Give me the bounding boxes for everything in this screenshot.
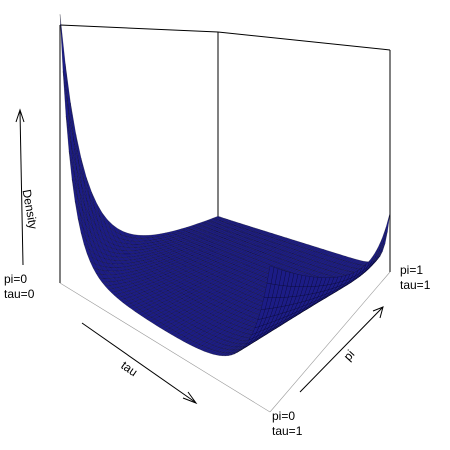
surface-facet [60, 14, 68, 109]
density-surface [60, 14, 390, 356]
corner-front-tau-label: tau=1 [272, 424, 303, 438]
box-edge-top-right [218, 32, 390, 50]
corner-front-pi-label: pi=0 [272, 409, 295, 423]
corner-right-tau-label: tau=1 [400, 278, 431, 292]
corner-left-tau-label: tau=0 [4, 287, 35, 301]
corner-right-pi-label: pi=1 [400, 263, 423, 277]
box-edge-top-left [60, 25, 218, 32]
corner-left-pi-label: pi=0 [4, 272, 27, 286]
pi-axis-title: pi [341, 347, 358, 363]
density-axis-arrow [20, 112, 23, 265]
surface-facet [384, 213, 391, 242]
pi-axis-arrow [300, 308, 382, 392]
